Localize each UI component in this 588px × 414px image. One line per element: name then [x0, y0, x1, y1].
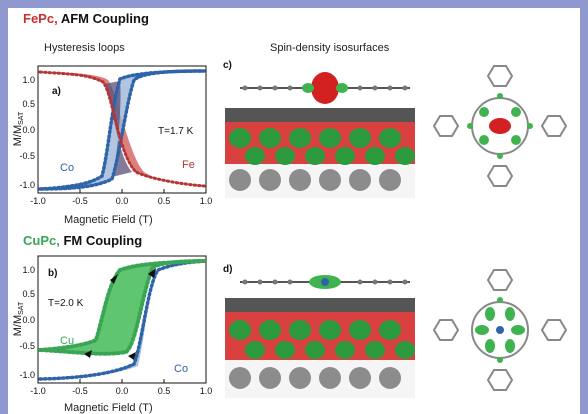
bottom-direction-arrows — [84, 268, 156, 360]
top-ylabel-sub: SAT — [18, 111, 25, 125]
bottom-xtick-5: 1.0 — [200, 386, 213, 396]
bottom-xtick-3: 0.0 — [116, 386, 129, 396]
top-label-co: Co — [60, 162, 74, 174]
top-x-ticks — [37, 189, 207, 193]
top-xtick-4: 0.5 — [158, 196, 171, 206]
top-slab — [225, 108, 415, 198]
top-fe-curve — [38, 70, 206, 188]
bottom-title-material: CuPc, — [23, 233, 60, 248]
bottom-title-coupling: FM Coupling — [63, 233, 143, 248]
top-molecule-top — [432, 65, 568, 187]
top-fe-center — [489, 118, 511, 134]
top-xlabel: Magnetic Field (T) — [64, 214, 153, 226]
top-title-coupling: AFM Coupling — [60, 11, 149, 26]
bottom-temperature: T=2.0 K — [48, 298, 84, 309]
figure-card: FePc, AFM Coupling Hysteresis loops Spin… — [8, 8, 580, 414]
top-ytick-5: -1.0 — [19, 180, 35, 190]
spin-density-label: Spin-density isosurfaces — [270, 42, 390, 54]
bottom-ytick-5: -1.0 — [19, 370, 35, 380]
bottom-ylabel-main: M/M — [12, 315, 24, 336]
top-temperature: T=1.7 K — [158, 126, 194, 137]
top-panel-a-label: a) — [52, 86, 61, 97]
bottom-cu-curve-back — [38, 259, 206, 356]
top-ytick-4: -0.5 — [19, 151, 35, 161]
top-hysteresis-plot: 1.0 0.5 0.0 -0.5 -1.0 -1.0 -0.5 0.0 0.5 … — [12, 65, 213, 206]
top-co-curve-back — [38, 69, 206, 191]
top-xtick-1: -1.0 — [30, 196, 46, 206]
top-title-material: FePc, — [23, 11, 58, 26]
bottom-hysteresis-plot: 1.0 0.5 0.0 -0.5 -1.0 -1.0 -0.5 0.0 0.5 … — [12, 255, 213, 396]
bottom-xlabel: Magnetic Field (T) — [64, 402, 153, 414]
bottom-cu-loop-fill — [40, 261, 204, 354]
bottom-ytick-3: 0.0 — [22, 315, 35, 325]
top-xtick-3: 0.0 — [116, 196, 129, 206]
bottom-ytick-2: 0.5 — [22, 289, 35, 299]
bottom-label-co: Co — [174, 363, 188, 375]
bottom-ytick-1: 1.0 — [22, 265, 35, 275]
bottom-ytick-4: -0.5 — [19, 341, 35, 351]
bottom-molecule-side — [240, 275, 410, 289]
top-label-fe: Fe — [182, 159, 195, 171]
top-xtick-2: -0.5 — [72, 196, 88, 206]
bottom-ylabel-sub: SAT — [18, 301, 25, 315]
top-molecule-side — [240, 72, 410, 104]
bottom-structure-side: d) — [223, 264, 415, 398]
bottom-panel-d-label: d) — [223, 264, 232, 275]
bottom-panel-b-label: b) — [48, 268, 57, 279]
top-ylabel: M/MSAT — [12, 111, 25, 146]
top-panel-c-label: c) — [223, 60, 232, 71]
top-ytick-1: 1.0 — [22, 75, 35, 85]
bottom-slab — [225, 298, 415, 398]
top-ylabel-main: M/M — [12, 125, 24, 146]
bottom-ylabel: M/MSAT — [12, 301, 25, 336]
bottom-x-ticks — [37, 379, 207, 383]
hysteresis-label: Hysteresis loops — [44, 42, 125, 54]
bottom-xtick-1: -1.0 — [30, 386, 46, 396]
bottom-molecule-top — [432, 269, 568, 391]
bottom-xtick-2: -0.5 — [72, 386, 88, 396]
top-structure-side: c) — [223, 60, 415, 198]
top-ytick-2: 0.5 — [22, 99, 35, 109]
bottom-cu-center — [496, 326, 504, 334]
top-xtick-5: 1.0 — [200, 196, 213, 206]
bottom-title: CuPc, FM Coupling — [23, 233, 142, 248]
bottom-xtick-4: 0.5 — [158, 386, 171, 396]
bottom-label-cu: Cu — [60, 335, 74, 347]
top-title: FePc, AFM Coupling — [23, 11, 149, 26]
top-ytick-3: 0.0 — [22, 125, 35, 135]
